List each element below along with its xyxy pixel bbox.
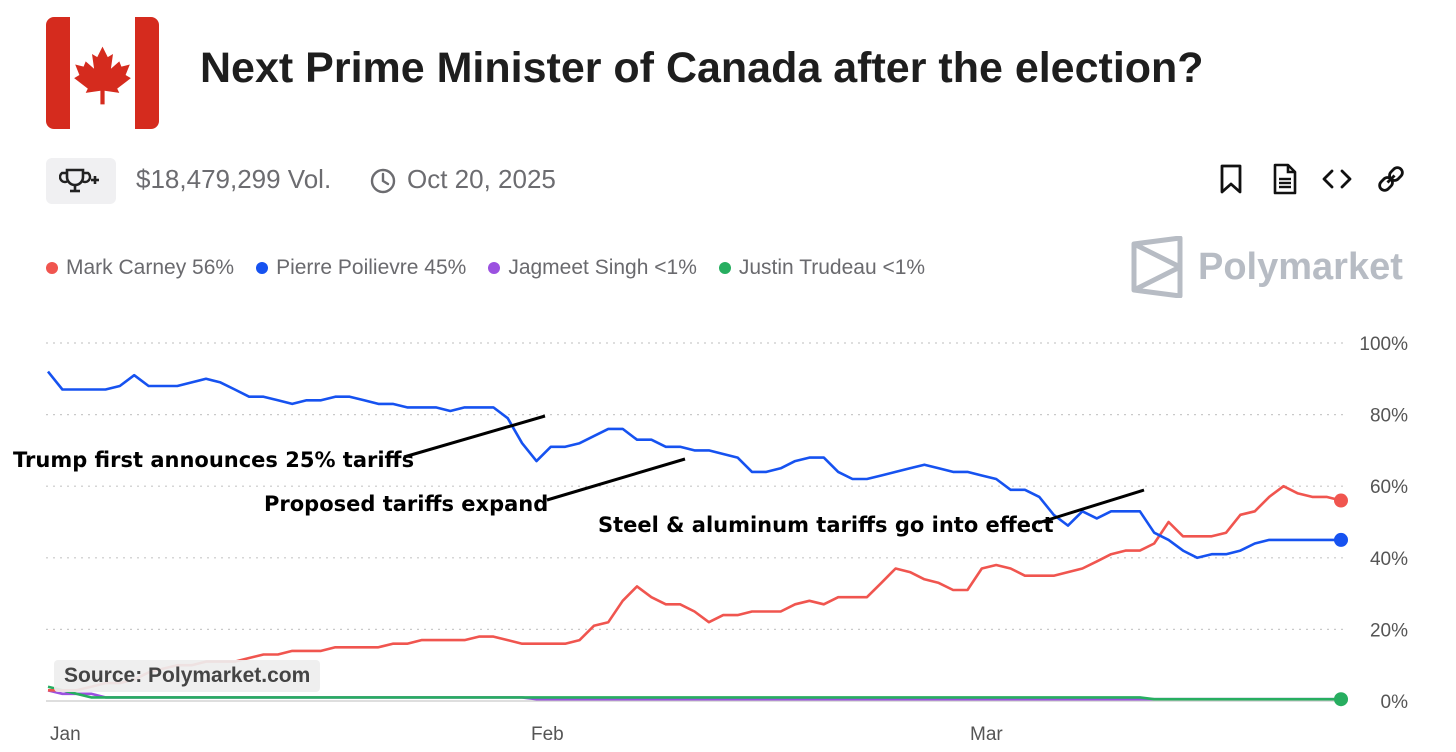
- legend-label: Jagmeet Singh <1%: [508, 256, 697, 279]
- trophy-button[interactable]: [46, 158, 116, 204]
- annotation-pointer: [546, 457, 686, 502]
- series-lines: [46, 370, 1348, 707]
- annotation-text: Steel & aluminum tariffs go into effect: [598, 513, 1054, 537]
- source-label: Source: Polymarket.com: [54, 660, 321, 692]
- legend-dot: [718, 262, 731, 274]
- annotations: Trump first announces 25% tariffs Propos…: [13, 414, 1145, 537]
- annotation-text: Proposed tariffs expand: [264, 492, 548, 516]
- annotation-pointer: [403, 414, 546, 459]
- x-tick-label: Mar: [970, 724, 1003, 745]
- annotation-pointer: [1037, 488, 1145, 525]
- line-chart: 100% 80% 60% 40% 20% 0% Jan Feb Mar Trump first…: [13, 334, 1408, 745]
- chart-legend: Mark Carney 56% Pierre Poilievre 45% Jag…: [46, 256, 925, 280]
- trophy-plus-icon: [59, 168, 99, 193]
- series-line-mark-carney: [48, 484, 1342, 692]
- legend-item-singh[interactable]: Jagmeet Singh <1%: [488, 256, 697, 280]
- series-line-pierre-poilievre: [46, 370, 1341, 560]
- series-end-point: [1334, 493, 1348, 508]
- y-axis-labels: 100% 80% 60% 40% 20% 0%: [1359, 334, 1408, 713]
- x-axis-labels: Jan Feb Mar: [50, 724, 1003, 745]
- legend-dot: [46, 262, 58, 274]
- end-date-text: Oct 20, 2025: [407, 164, 556, 194]
- clock-icon: [370, 168, 396, 194]
- y-tick-label: 60%: [1370, 477, 1408, 498]
- legend-label: Pierre Poilievre 45%: [276, 256, 467, 279]
- grid-lines: [46, 342, 1348, 702]
- canada-flag-icon: [46, 17, 159, 129]
- y-tick-label: 100%: [1359, 334, 1408, 355]
- polymarket-logo-icon: [1131, 236, 1183, 298]
- series-end-point: [1334, 532, 1348, 547]
- bookmark-icon[interactable]: [1214, 162, 1248, 196]
- legend-label: Mark Carney 56%: [66, 256, 235, 279]
- volume-text: $18,479,299 Vol.: [136, 164, 332, 194]
- x-tick-label: Jan: [50, 724, 81, 745]
- code-icon[interactable]: [1320, 162, 1354, 196]
- y-tick-label: 20%: [1370, 620, 1408, 641]
- legend-dot: [256, 262, 269, 274]
- document-icon[interactable]: [1268, 162, 1302, 196]
- series-end-point: [1334, 692, 1348, 707]
- series-line-justin-trudeau: [47, 685, 1341, 701]
- legend-item-carney[interactable]: Mark Carney 56%: [46, 256, 234, 280]
- legend-item-poilievre[interactable]: Pierre Poilievre 45%: [256, 256, 466, 280]
- y-tick-label: 80%: [1370, 406, 1408, 427]
- brand-name: Polymarket: [1198, 245, 1403, 288]
- x-tick-label: Feb: [531, 724, 564, 745]
- annotation-text: Trump first announces 25% tariffs: [13, 448, 414, 472]
- page-title: Next Prime Minister of Canada after the …: [200, 44, 1204, 92]
- y-tick-label: 0%: [1381, 692, 1409, 713]
- link-icon[interactable]: [1374, 162, 1408, 196]
- legend-label: Justin Trudeau <1%: [738, 256, 926, 279]
- legend-item-trudeau[interactable]: Justin Trudeau <1%: [718, 256, 926, 280]
- legend-dot: [488, 262, 501, 274]
- polymarket-brand: Polymarket: [1130, 236, 1403, 298]
- y-tick-label: 40%: [1370, 549, 1408, 570]
